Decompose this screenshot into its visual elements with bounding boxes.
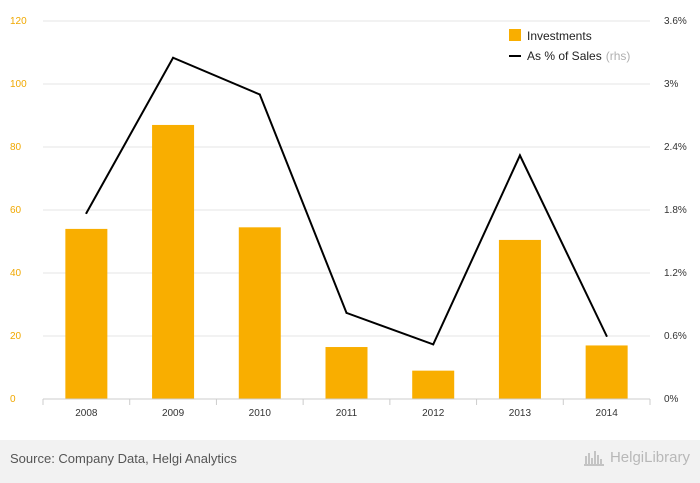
combo-chart: 0 20 40 60 80 100 120 0% 0.6% 1.2% 1.8% 2.4% 3% 3.6% 2… bbox=[10, 16, 687, 419]
legend-swatch-investments bbox=[509, 29, 521, 41]
x-tick-label: 2008 bbox=[75, 408, 98, 419]
sales-share-point bbox=[85, 212, 88, 215]
right-tick-label: 0% bbox=[664, 394, 679, 405]
left-tick-label: 20 bbox=[10, 331, 22, 342]
gridlines bbox=[43, 20, 650, 337]
sales-share-point bbox=[172, 56, 175, 59]
helgi-logo-icon bbox=[583, 450, 604, 466]
sales-share-point bbox=[605, 335, 608, 337]
left-tick-label: 120 bbox=[10, 16, 27, 27]
investment-bars bbox=[65, 124, 628, 399]
left-tick-label: 40 bbox=[10, 268, 22, 279]
investment-bar bbox=[65, 228, 108, 399]
x-tick-label: 2010 bbox=[249, 408, 272, 419]
right-tick-label: 0.6% bbox=[664, 331, 687, 342]
chart-area: 0 20 40 60 80 100 120 0% 0.6% 1.2% 1.8% 2.4% 3% 3.6% 2… bbox=[10, 16, 687, 419]
brand-name: HelgiLibrary bbox=[609, 449, 690, 466]
sales-share-point bbox=[258, 93, 261, 96]
left-tick-label: 80 bbox=[10, 142, 22, 153]
x-tick-label: 2009 bbox=[162, 408, 185, 419]
right-tick-label: 3.6% bbox=[664, 16, 687, 27]
brand: HelgiLibrary bbox=[583, 449, 690, 466]
sales-share-line bbox=[85, 56, 608, 346]
investment-bar bbox=[238, 227, 281, 399]
source-note: Source: Company Data, Helgi Analytics bbox=[10, 451, 237, 466]
legend: Investments As % of Sales (rhs) bbox=[509, 29, 630, 63]
x-tick-label: 2013 bbox=[509, 408, 532, 419]
x-tick-label: 2011 bbox=[336, 408, 358, 419]
legend-label-investments: Investments bbox=[527, 29, 592, 43]
right-tick-label: 2.4% bbox=[664, 142, 687, 153]
x-tick-label: 2012 bbox=[422, 408, 445, 419]
legend-label-sales-share-name: As % of Sales bbox=[527, 49, 602, 63]
left-tick-label: 100 bbox=[10, 79, 27, 90]
left-tick-label: 0 bbox=[10, 394, 16, 405]
sales-share-point bbox=[518, 154, 521, 157]
sales-share-point bbox=[345, 311, 348, 314]
sales-share-point bbox=[432, 343, 435, 346]
investment-bar bbox=[325, 347, 368, 399]
axes: 0 20 40 60 80 100 120 0% 0.6% 1.2% 1.8% 2.4% 3% 3.6% 2… bbox=[10, 16, 687, 419]
right-tick-label: 1.2% bbox=[664, 268, 687, 279]
investment-bar bbox=[498, 239, 541, 399]
legend-label-sales-share: As % of Sales (rhs) bbox=[527, 49, 630, 63]
right-tick-label: 1.8% bbox=[664, 205, 687, 216]
investment-bar bbox=[412, 370, 455, 399]
x-tick-label: 2014 bbox=[596, 408, 619, 419]
investment-bar bbox=[152, 124, 195, 399]
legend-label-rhs: (rhs) bbox=[606, 49, 631, 63]
footer: Source: Company Data, Helgi Analytics He… bbox=[0, 440, 700, 483]
investment-bar bbox=[585, 345, 628, 399]
right-tick-label: 3% bbox=[664, 79, 679, 90]
left-tick-label: 60 bbox=[10, 205, 22, 216]
